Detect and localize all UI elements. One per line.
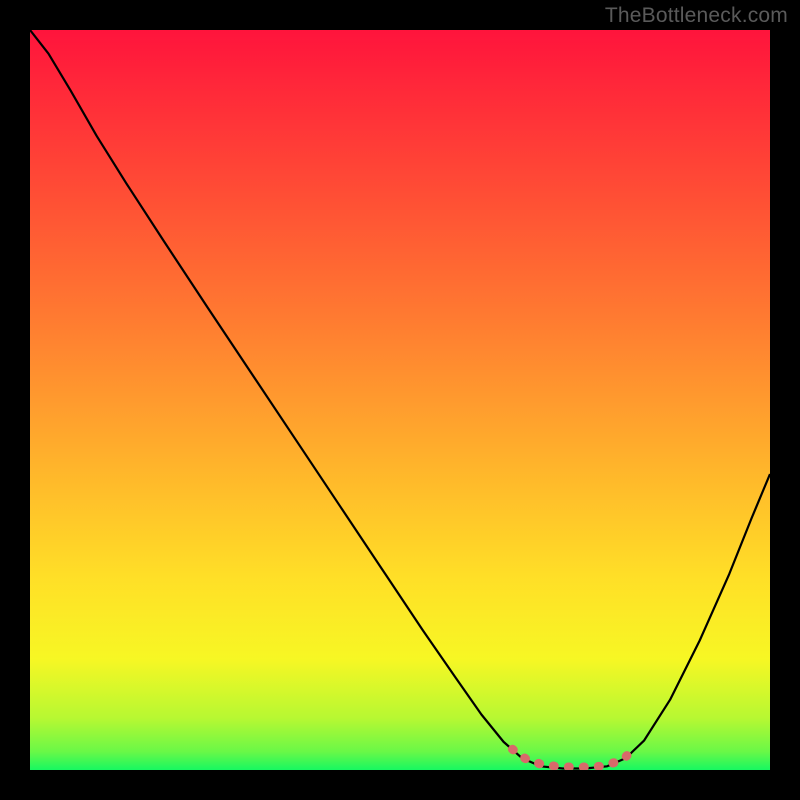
bottleneck-chart (30, 30, 770, 770)
watermark-text: TheBottleneck.com (605, 4, 788, 28)
chart-background (30, 30, 770, 770)
chart-svg (30, 30, 770, 770)
